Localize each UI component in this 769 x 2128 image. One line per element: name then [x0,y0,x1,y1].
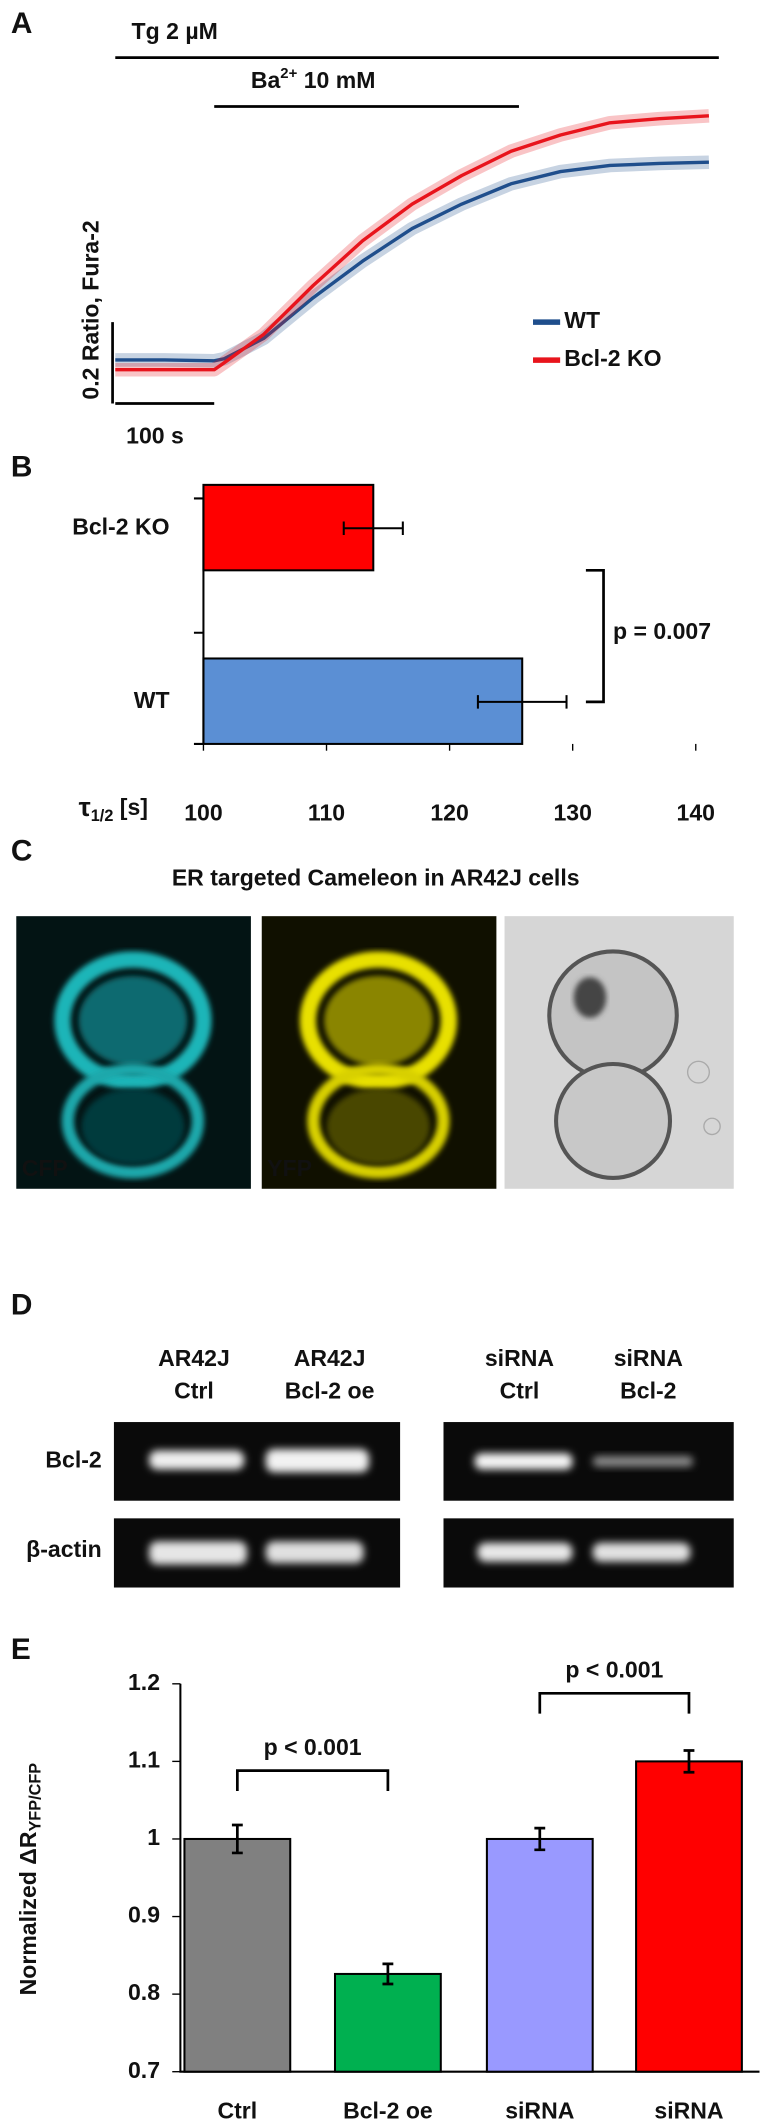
p-value: p < 0.001 [264,1734,362,1760]
y-tick-label: 1 [147,1824,160,1850]
error-bar [534,1826,546,1852]
gel [113,1422,734,1588]
bar [202,657,524,745]
y-tick-label: 1.2 [128,1669,160,1695]
bar [333,1972,442,2073]
treatment-label: Ba2+ 10 mM [251,66,376,93]
y-axis-label-part: YFP/CFP [27,1763,45,1832]
comparison-bracket [235,1769,390,1791]
row-label: β-actin [26,1536,102,1562]
category-label: Ctrl [217,2097,257,2123]
y-tick-label: 0.7 [128,2057,160,2083]
scale-label-x: 100 s [126,423,184,449]
bar [485,1837,594,2073]
row-label: Bcl-2 [45,1446,101,1472]
image-label: YFP [267,1155,312,1181]
lane-label: AR42J [158,1345,230,1371]
bar [183,1837,292,2073]
cfp-image [16,916,251,1189]
treatment-label-part: 2+ [280,66,297,82]
y-axis-label-part: Normalized ΔR [15,1831,41,1995]
lane-label: Bcl-2 oe [285,1377,375,1403]
lane-label: Ctrl [174,1377,214,1403]
treatment-label-part: Ba [251,67,281,93]
error-bar [231,1823,243,1855]
category-label: siRNA [505,2097,575,2123]
y-tick-label: 0.8 [128,1979,160,2005]
x-axis-label-part: [s] [113,794,148,820]
yfp-image [261,916,497,1189]
x-tick-label: 100 [184,800,222,826]
x-tick-label: 110 [308,800,345,826]
comparison-bracket [538,1691,691,1714]
error-band [115,155,710,368]
panel-letter: D [11,1289,33,1322]
category-label: Bcl-2 oe [343,2097,433,2123]
lane-label: siRNA [485,1345,555,1371]
treatment-label-part: 10 mM [297,67,375,93]
legend-label: Bcl-2 KO [564,345,661,371]
scale-label-y: 0.2 Ratio, Fura-2 [77,220,103,399]
y-axis [193,497,205,745]
lane-label: Ctrl [500,1377,540,1403]
treatment-label: Tg 2 µM [132,18,218,44]
legend-label: WT [564,307,600,333]
lane-label: AR42J [294,1345,366,1371]
x-axis-label-part: 1/2 [91,807,114,825]
image-label: CFP [22,1155,68,1181]
bar [635,1760,743,2073]
lane-label: Bcl-2 [620,1377,676,1403]
category-label: Bcl-2 KO [72,513,169,539]
error-bar [382,1962,394,1986]
x-tick-label: 120 [430,800,468,826]
comparison-bracket [585,568,605,704]
x-tick-label: 140 [677,800,715,826]
imaging-title: ER targeted Cameleon in AR42J cells [172,865,580,891]
p-value: p = 0.007 [613,618,711,644]
x-axis-label: τ1/2 [s] [79,791,148,825]
error-bar [683,1749,695,1774]
treatment-label-part: Tg 2 µM [132,18,218,44]
p-value: p < 0.001 [565,1657,663,1683]
panel-letter: A [11,7,33,40]
y-axis-label: Normalized ΔRYFP/CFP [15,1763,45,1996]
trace [115,160,709,363]
x-axis-label-part: τ [79,791,91,822]
panel-letter: E [11,1633,31,1666]
error-band [115,109,710,377]
error-bar [342,521,404,536]
category-label: siRNA [654,2097,724,2123]
brightfield-image [504,916,734,1189]
y-tick-label: 1.1 [128,1746,160,1772]
category-label: WT [134,687,170,713]
error-bar [476,695,568,709]
trace [115,114,710,372]
x-tick-label: 130 [553,800,591,826]
panel-letter: C [11,834,33,867]
lane-label: siRNA [614,1345,684,1371]
y-tick-label: 0.9 [128,1902,160,1928]
panel-letter: B [11,450,33,483]
